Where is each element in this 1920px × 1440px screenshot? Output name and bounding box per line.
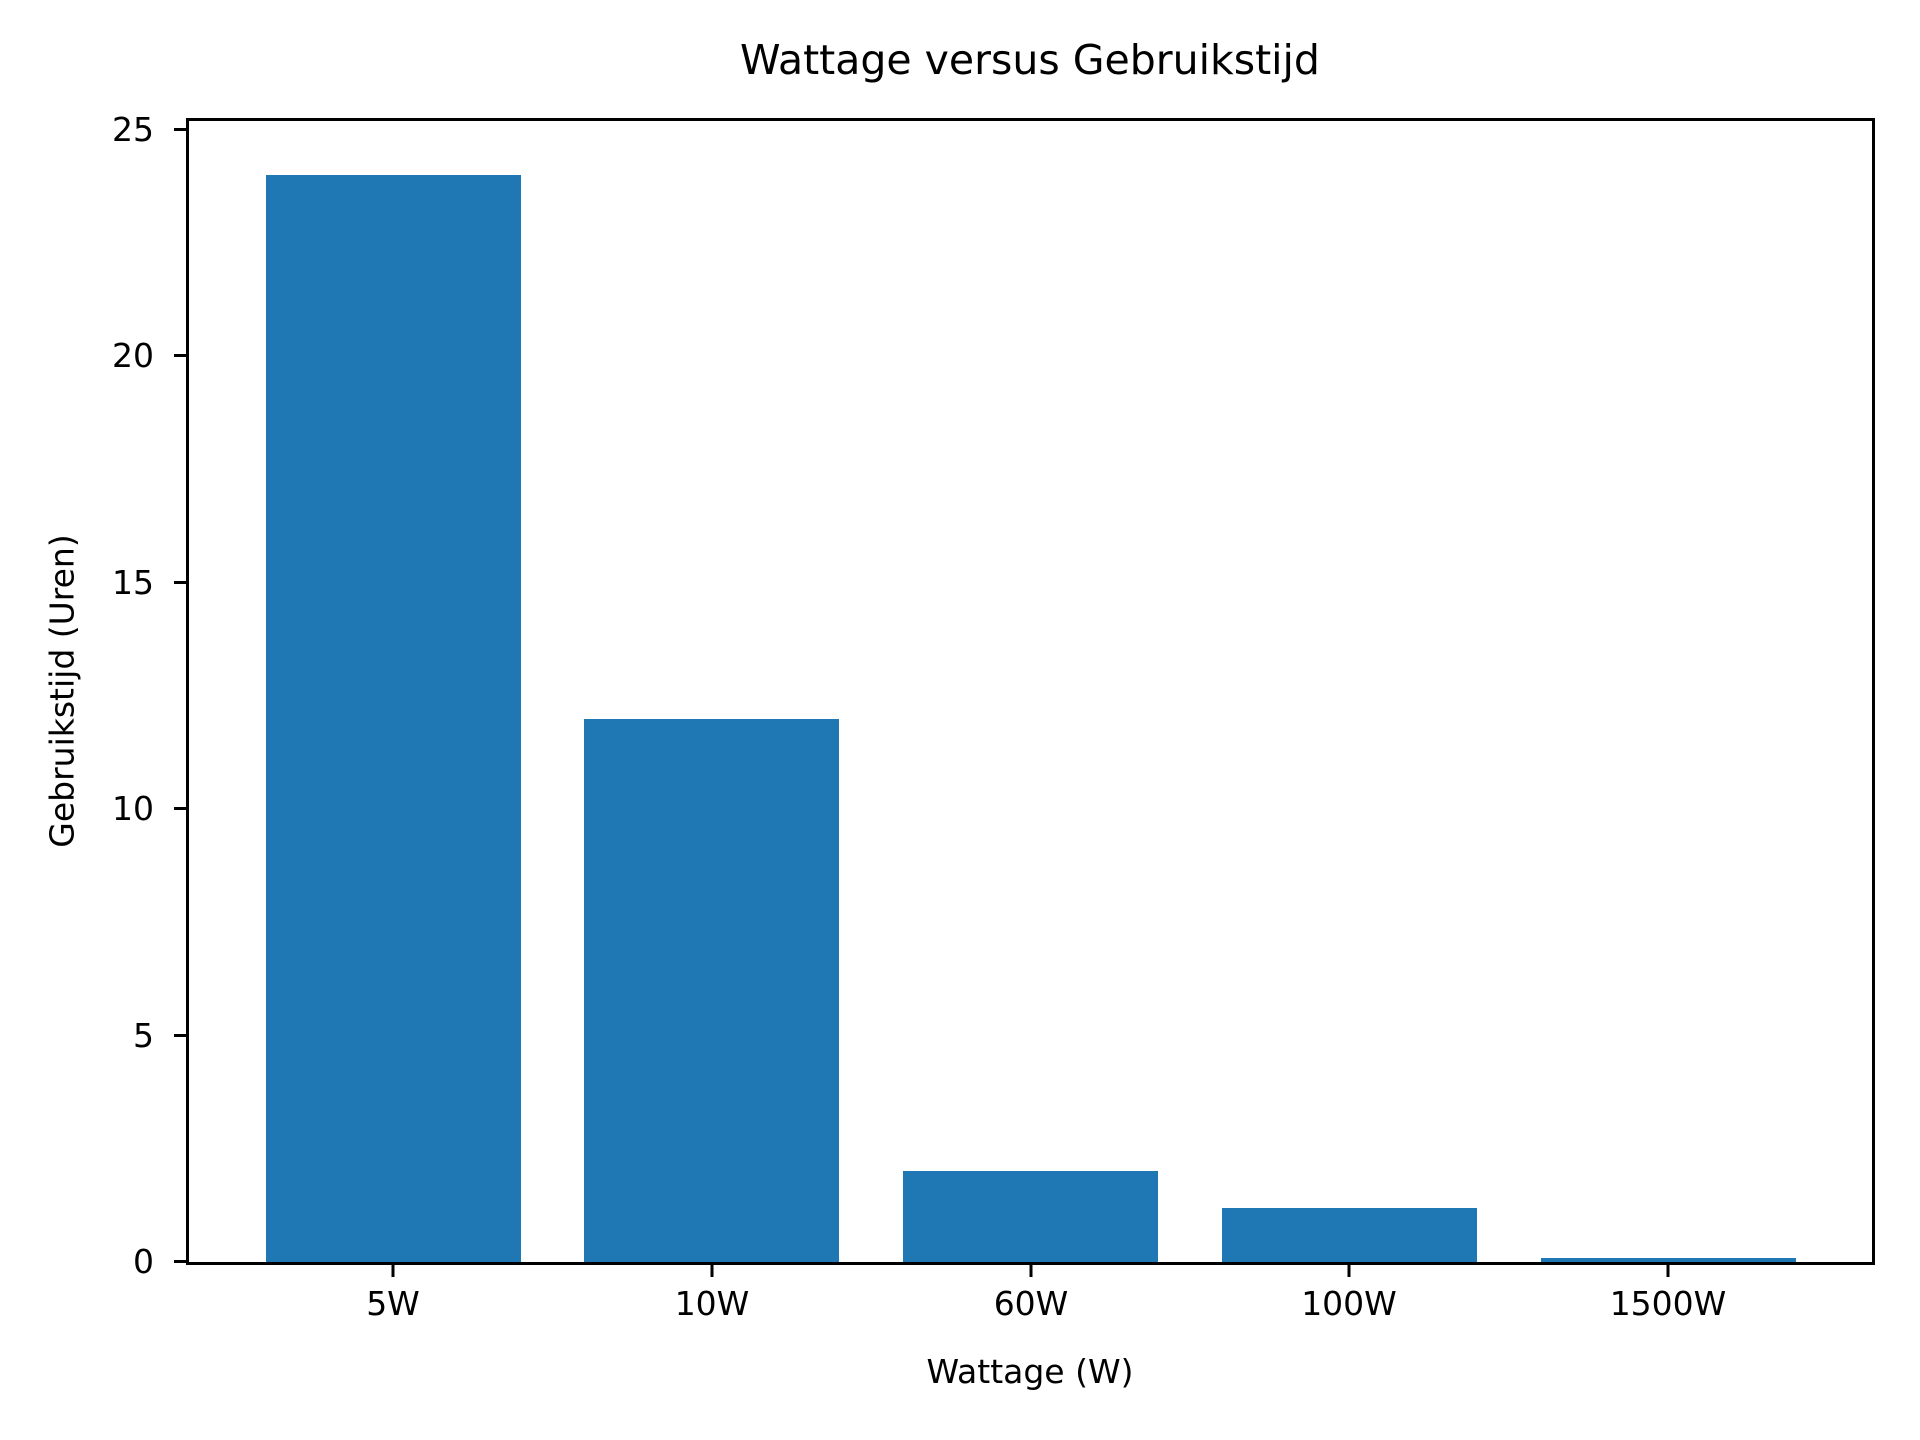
x-tick-label-60W: 60W bbox=[993, 1284, 1069, 1323]
x-tick-label-1500W: 1500W bbox=[1609, 1284, 1727, 1323]
bar-5W bbox=[266, 175, 521, 1262]
y-tick-mark-15 bbox=[174, 581, 186, 584]
x-tick-mark-5W bbox=[391, 1265, 395, 1277]
bar-10W bbox=[584, 719, 839, 1262]
y-tick-label-0: 0 bbox=[133, 1242, 154, 1281]
bar-60W bbox=[903, 1171, 1158, 1262]
x-tick-label-5W: 5W bbox=[366, 1284, 420, 1323]
x-tick-label-10W: 10W bbox=[674, 1284, 750, 1323]
y-tick-label-25: 25 bbox=[112, 110, 154, 149]
x-tick-mark-1500W bbox=[1666, 1265, 1670, 1277]
x-tick-mark-10W bbox=[710, 1265, 714, 1277]
bar-100W bbox=[1222, 1208, 1477, 1262]
y-tick-label-15: 15 bbox=[112, 563, 154, 602]
x-tick-label-100W: 100W bbox=[1301, 1284, 1397, 1323]
y-tick-mark-0 bbox=[174, 1260, 186, 1263]
y-tick-label-5: 5 bbox=[133, 1016, 154, 1055]
y-tick-label-10: 10 bbox=[112, 789, 154, 828]
y-tick-mark-25 bbox=[174, 128, 186, 131]
y-tick-mark-20 bbox=[174, 354, 186, 357]
bar-1500W bbox=[1541, 1258, 1796, 1262]
x-axis-label: Wattage (W) bbox=[926, 1352, 1134, 1391]
x-tick-mark-100W bbox=[1347, 1265, 1351, 1277]
y-tick-label-20: 20 bbox=[112, 336, 154, 375]
x-tick-mark-60W bbox=[1029, 1265, 1033, 1277]
y-tick-mark-10 bbox=[174, 807, 186, 810]
chart-title: Wattage versus Gebruikstijd bbox=[740, 36, 1320, 84]
plot-area: 5W 10W 60W 100W 1500W 0 5 10 15 20 25 bbox=[112, 113, 1875, 1323]
y-tick-mark-5 bbox=[174, 1034, 186, 1037]
